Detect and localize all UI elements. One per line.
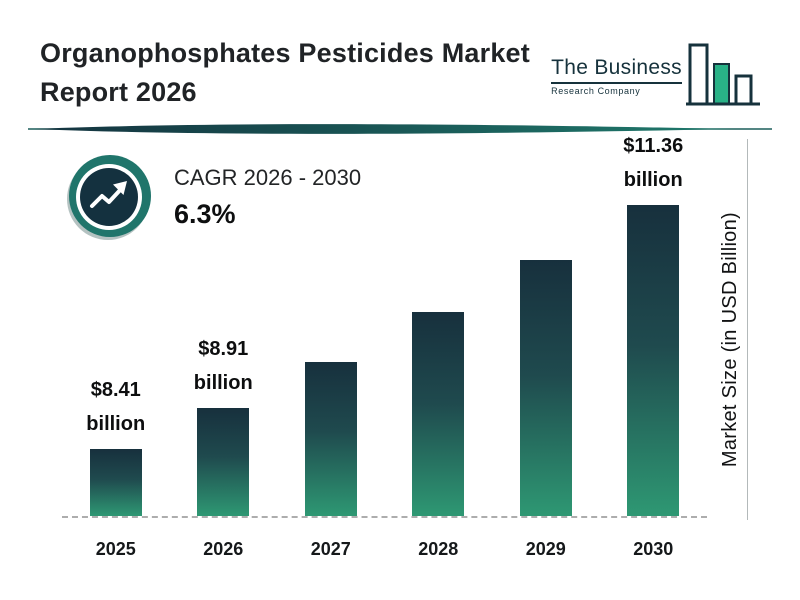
x-tick-2028: 2028 bbox=[418, 539, 459, 559]
bar-column-2026: $8.91 billion bbox=[183, 332, 263, 516]
chart-plot-area: $8.41 billion $8.91 billion $11.36 billion bbox=[62, 135, 707, 518]
title-line-2: Report 2026 bbox=[40, 77, 197, 108]
logo-text: The Business Research Company bbox=[551, 56, 682, 96]
company-logo: The Business Research Company bbox=[551, 42, 764, 112]
bar-column-2027 bbox=[291, 362, 371, 516]
bar-value-label-2030: $11.36 billion bbox=[623, 135, 684, 191]
cagr-text: CAGR 2026 - 2030 6.3% bbox=[174, 165, 361, 230]
bar-value-label-2026: $8.91 billion bbox=[193, 338, 253, 394]
bar-2027 bbox=[304, 362, 357, 516]
bar-column-2029 bbox=[506, 260, 586, 516]
y-axis-line bbox=[747, 139, 748, 520]
logo-barchart-icon bbox=[686, 43, 760, 106]
logo-name: The Business bbox=[551, 56, 682, 84]
x-tick-2029: 2029 bbox=[525, 539, 566, 559]
bar-value-label-2025: $8.41 billion bbox=[86, 379, 146, 435]
bar-2028 bbox=[412, 312, 465, 516]
x-tick-2026: 2026 bbox=[203, 539, 244, 559]
divider-swoosh bbox=[28, 124, 772, 134]
bar-column-2028 bbox=[398, 312, 478, 516]
cagr-label: CAGR 2026 - 2030 bbox=[174, 164, 362, 190]
bar-2030 bbox=[627, 205, 680, 516]
x-tick-2030: 2030 bbox=[633, 539, 674, 559]
cagr-value: 6.3% bbox=[174, 198, 236, 229]
y-axis-title: Market Size (in USD Billion) bbox=[719, 150, 742, 530]
header: Organophosphates Pesticides Market Repor… bbox=[40, 34, 764, 112]
x-tick-2027: 2027 bbox=[310, 539, 351, 559]
bar-column-2030: $11.36 billion bbox=[613, 129, 693, 516]
page-title: Organophosphates Pesticides Market Repor… bbox=[40, 34, 530, 112]
y-axis-title-text: Market Size (in USD Billion) bbox=[719, 212, 741, 468]
cagr-badge-group: CAGR 2026 - 2030 6.3% bbox=[64, 152, 361, 242]
logo-subtitle: Research Company bbox=[551, 86, 641, 96]
bar-2029 bbox=[519, 260, 572, 516]
title-line-1: Organophosphates Pesticides Market bbox=[40, 38, 530, 68]
bar-2025 bbox=[89, 449, 142, 516]
bar-column-2025: $8.41 billion bbox=[76, 373, 156, 516]
growth-arrow-icon bbox=[67, 155, 151, 240]
x-axis-labels: 2025 2026 2027 2028 2029 2030 bbox=[62, 539, 707, 560]
bar-2026 bbox=[197, 408, 250, 516]
x-tick-2025: 2025 bbox=[95, 539, 136, 559]
